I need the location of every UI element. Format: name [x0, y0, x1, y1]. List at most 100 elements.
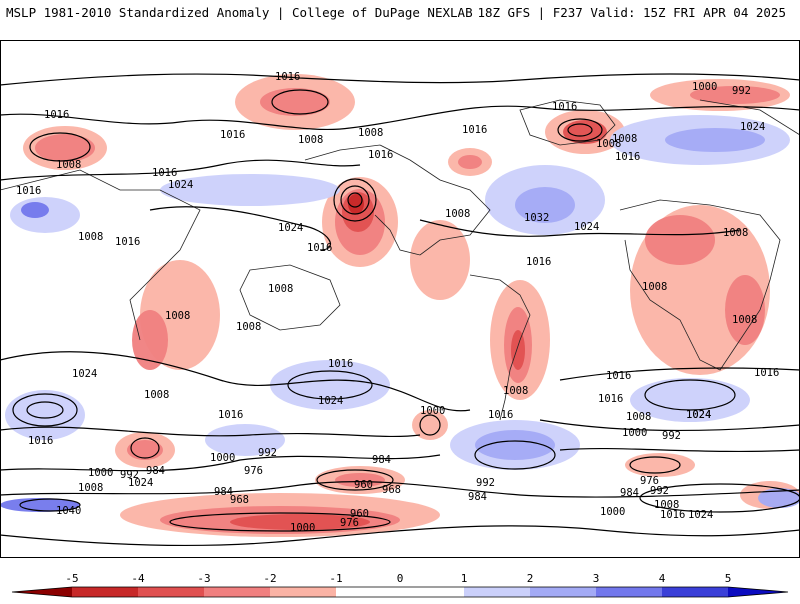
isobar-label: 1008 — [298, 134, 323, 146]
colorbar-segment — [72, 587, 138, 597]
isobar-label: 992 — [120, 469, 139, 481]
colorbar-segment — [336, 587, 464, 597]
isobar-label: 992 — [476, 477, 495, 489]
isobar-label: 1016 — [44, 109, 69, 121]
isobar-label: 1000 — [210, 452, 235, 464]
isobar-label: 1016 — [275, 71, 300, 83]
isobar-label: 1008 — [732, 314, 757, 326]
isobar-label: 984 — [372, 454, 391, 466]
isobar-label: 1032 — [524, 212, 549, 224]
isobars — [0, 73, 800, 547]
colorbar-segment — [12, 587, 72, 597]
isobar-label: 1000 — [420, 405, 445, 417]
isobar-label: 1016 — [218, 409, 243, 421]
isobar-label: 1016 — [307, 242, 332, 254]
colorbar-segment — [464, 587, 530, 597]
isobar-label: 1040 — [56, 505, 81, 517]
isobar-label: 992 — [732, 85, 751, 97]
isobar-label: 1000 — [600, 506, 625, 518]
isobar-label: 984 — [146, 465, 165, 477]
isobar-label: 968 — [382, 484, 401, 496]
colorbar-tick-label: -5 — [65, 572, 78, 585]
isobar-label: 1024 — [128, 477, 153, 489]
isobar-label: 1024 — [688, 509, 713, 521]
isobar-label: 984 — [620, 487, 639, 499]
isobar-label: 1008 — [642, 281, 667, 293]
isobar-label: 1008 — [654, 499, 679, 511]
colorbar-segment — [662, 587, 728, 597]
isobar-label: 1008 — [268, 283, 293, 295]
isobar-label: 1008 — [56, 159, 81, 171]
colorbar-segment — [596, 587, 662, 597]
isobar-label: 1016 — [488, 409, 513, 421]
isobar-label: 1008 — [445, 208, 470, 220]
isobar-label: 984 — [468, 491, 487, 503]
model-run-info: 18Z GFS | F237 Valid: 15Z FRI APR 04 202… — [477, 5, 786, 20]
isobar-label: 960 — [354, 479, 373, 491]
isobar-label: 1008 — [78, 231, 103, 243]
isobar-label: 1016 — [28, 435, 53, 447]
colorbar-tick-label: 5 — [725, 572, 732, 585]
colorbar: -5 -4 -3 -2 -1 0 1 2 3 4 5 — [0, 570, 800, 600]
isobar-label: 1008 — [236, 321, 261, 333]
colorbar-tick-label: -4 — [131, 572, 145, 585]
colorbar-segments — [11, 586, 789, 598]
isobar-label: 1016 — [598, 393, 623, 405]
isobar-label: 1016 — [368, 149, 393, 161]
isobar-label: 976 — [640, 475, 659, 487]
colorbar-tick-label: -1 — [329, 572, 342, 585]
isobar-label: 1000 — [88, 467, 113, 479]
isobar-label: 1016 — [606, 370, 631, 382]
isobar-label: 1016 — [552, 101, 577, 113]
isobar-label: 1008 — [165, 310, 190, 322]
isobar-label: 1024 — [740, 121, 765, 133]
isobar-label: 1024 — [686, 409, 711, 421]
colorbar-segment — [270, 587, 336, 597]
isobar-label: 1016 — [462, 124, 487, 136]
isobar-label: 1024 — [574, 221, 599, 233]
colorbar-tick-label: 2 — [527, 572, 534, 585]
isobar-label: 1008 — [78, 482, 103, 494]
isobar-label: 1016 — [115, 236, 140, 248]
isobar-label: 1024 — [278, 222, 303, 234]
isobar-label: 1016 — [526, 256, 551, 268]
isobar-label: 1016 — [16, 185, 41, 197]
isobar-label: 992 — [662, 430, 681, 442]
coastlines — [0, 99, 800, 421]
isobar-label: 1016 — [660, 509, 685, 521]
isobar-label: 1008 — [723, 227, 748, 239]
isobar-label: 1008 — [358, 127, 383, 139]
isobar-label: 1016 — [615, 151, 640, 163]
isobar-label: 992 — [650, 485, 669, 497]
isobar-label: 1000 — [622, 427, 647, 439]
isobar-label: 1008 — [503, 385, 528, 397]
colorbar-tick-label: 1 — [461, 572, 468, 585]
isobar-label: 1016 — [152, 167, 177, 179]
isobar-label: 1016 — [220, 129, 245, 141]
colorbar-segment — [530, 587, 596, 597]
colorbar-segment — [138, 587, 204, 597]
chart-title: MSLP 1981-2010 Standardized Anomaly | Co… — [6, 5, 473, 20]
isobar-label: 1024 — [686, 409, 711, 421]
isobar-label: 1024 — [72, 368, 97, 380]
isobar-label: 976 — [244, 465, 263, 477]
isobar-labels: 1016 1000 992 1016 1016 1008 1008 1016 1… — [16, 71, 779, 534]
isobar-label: 992 — [258, 447, 277, 459]
isobar-label: 984 — [214, 486, 233, 498]
isobar-label: 960 — [350, 508, 369, 520]
colorbar-tick-label: -2 — [263, 572, 276, 585]
isobar-label: 1000 — [290, 522, 315, 534]
colorbar-tick-label: 3 — [593, 572, 600, 585]
isobar-label: 1000 — [692, 81, 717, 93]
colorbar-segment — [204, 587, 270, 597]
colorbar-tick-label: -3 — [197, 572, 210, 585]
isobar-label: 1024 — [168, 179, 193, 191]
isobar-label: 1008 — [612, 133, 637, 145]
isobar-label: 968 — [230, 494, 249, 506]
colorbar-tick-label: 4 — [659, 572, 666, 585]
colorbar-segment — [728, 587, 788, 597]
isobar-label: 1008 — [626, 411, 651, 423]
isobar-label: 1016 — [754, 367, 779, 379]
isobar-label: 1016 — [328, 358, 353, 370]
isobar-label: 1024 — [318, 395, 343, 407]
